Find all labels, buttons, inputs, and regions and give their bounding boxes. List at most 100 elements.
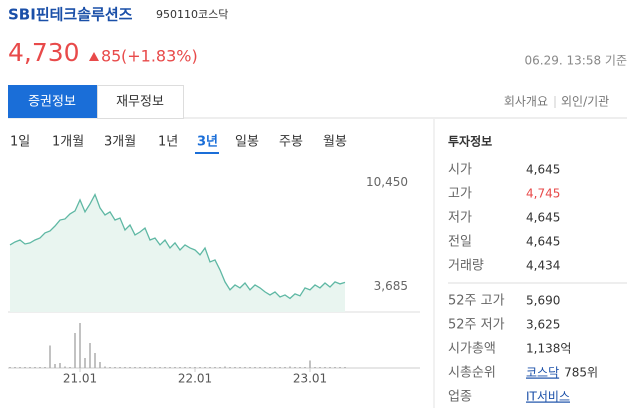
info-label: 시총순위 (448, 366, 496, 381)
volume-bar (224, 366, 226, 368)
volume-bar (334, 367, 336, 368)
volume-bar (109, 367, 111, 368)
volume-bar (14, 367, 16, 368)
info-label: 저가 (448, 211, 472, 226)
volume-bar (49, 345, 51, 368)
volume-bar (54, 364, 56, 368)
volume-bar (289, 366, 291, 368)
volume-bar (274, 367, 276, 368)
tab-active-bg (8, 85, 97, 118)
volume-bar (94, 353, 96, 368)
volume-bar (204, 367, 206, 368)
volume-bar (324, 367, 326, 368)
volume-bar (249, 367, 251, 368)
info-value: 4,645 (526, 235, 560, 249)
volume-bar (264, 367, 266, 368)
volume-bar (194, 367, 196, 368)
volume-bar (154, 367, 156, 368)
info-value: 4,645 (526, 211, 560, 225)
period-button[interactable]: 3년 (197, 135, 218, 150)
info-label: 시가총액 (448, 342, 496, 357)
volume-bar (259, 367, 261, 368)
info-value: 3,625 (526, 318, 560, 332)
volume-bar (19, 367, 21, 368)
stock-name[interactable]: SBI핀테크솔루션즈 (8, 6, 133, 24)
volume-bar (229, 367, 231, 368)
tab[interactable]: 증권정보 (28, 95, 76, 110)
info-value: 4,645 (526, 163, 560, 177)
info-value: 4,745 (526, 187, 560, 201)
price-line (9, 192, 346, 300)
info-value: 5,690 (526, 294, 560, 308)
link[interactable]: 회사개요 (504, 95, 548, 109)
volume-bar (269, 367, 271, 368)
volume-bar (124, 367, 126, 368)
volume-bar (164, 367, 166, 368)
volume-bar (199, 367, 201, 368)
info-label: 고가 (448, 187, 472, 202)
period-button[interactable]: 1일 (10, 135, 30, 150)
tab-bg (97, 85, 184, 119)
volume-bar (99, 362, 101, 368)
x-tick-label: 21.01 (63, 372, 97, 386)
link[interactable]: 외인/기관 (561, 95, 609, 109)
volume-bar (119, 367, 121, 368)
volume-bar (309, 360, 311, 368)
volume-bar (89, 343, 91, 368)
volume-bar (339, 367, 341, 368)
period-button[interactable]: 일봉 (235, 135, 259, 150)
volume-bar (64, 366, 66, 368)
volume-bar (144, 367, 146, 368)
y-tick-label: 10,450 (366, 175, 408, 189)
current-price: 4,730 (8, 38, 80, 67)
volume-bar (219, 367, 221, 368)
period-button[interactable]: 1개월 (52, 135, 84, 150)
volume-bar (84, 358, 86, 368)
period-button[interactable]: 3개월 (104, 135, 136, 150)
info-value: 785위 (564, 366, 598, 380)
volume-bar (24, 367, 26, 368)
info-label: 거래량 (448, 259, 484, 274)
info-label: 52주 고가 (448, 294, 505, 309)
period-button[interactable]: 월봉 (323, 135, 347, 150)
price-change: 85 (101, 47, 121, 66)
volume-bar (159, 367, 161, 368)
y-tick-label: 3,685 (374, 279, 408, 293)
volume-bar (184, 367, 186, 368)
volume-bar (319, 367, 321, 368)
volume-bar (189, 367, 191, 368)
volume-bar (149, 367, 151, 368)
volume-bar (179, 367, 181, 368)
volume-bar (79, 323, 81, 368)
info-title: 투자정보 (448, 134, 492, 149)
volume-bar (314, 367, 316, 368)
info-value: 4,434 (526, 259, 560, 273)
info-value[interactable]: 코스닥 (526, 366, 559, 380)
volume-bar (139, 367, 141, 368)
volume-bar (284, 367, 286, 368)
up-arrow (89, 52, 99, 61)
volume-bar (59, 363, 61, 368)
x-tick-label: 23.01 (293, 372, 327, 386)
volume-bar (279, 367, 281, 368)
volume-bar (329, 367, 331, 368)
volume-bar (344, 367, 346, 368)
stock-code: 950110 (156, 8, 198, 21)
volume-bar (244, 367, 246, 368)
volume-bar (254, 367, 256, 368)
volume-bar (239, 367, 241, 368)
period-button[interactable]: 주봉 (279, 135, 303, 150)
period-button[interactable]: 1년 (158, 135, 178, 150)
tab[interactable]: 재무정보 (116, 95, 164, 110)
x-tick-label: 22.01 (178, 372, 212, 386)
info-value[interactable]: IT서비스 (526, 390, 570, 404)
volume-bar (299, 367, 301, 368)
volume-bar (129, 367, 131, 368)
volume-bar (169, 367, 171, 368)
volume-bar (29, 367, 31, 368)
volume-bar (104, 366, 106, 368)
timestamp: 06.29. 13:58 기준 (525, 54, 627, 68)
price-area (10, 194, 345, 312)
